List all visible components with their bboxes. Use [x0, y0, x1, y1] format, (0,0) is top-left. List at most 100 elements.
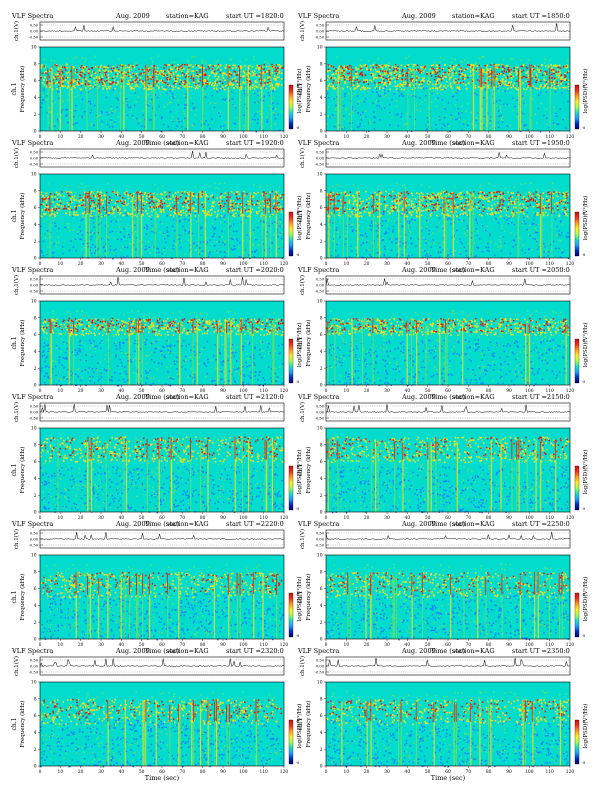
- spectrogram-high-cell: [161, 86, 163, 88]
- spectrogram-peak-cell: [504, 70, 506, 72]
- spectrogram-low-cell: [269, 95, 271, 97]
- spectrogram-peak-cell: [69, 195, 71, 197]
- spectrogram-low-cell: [207, 242, 209, 244]
- spectrogram-mid-cell: [279, 187, 281, 189]
- spectrogram-mid-cell: [219, 183, 221, 185]
- spectrogram-mid-cell: [42, 95, 44, 97]
- spectrogram-high-cell: [393, 77, 395, 79]
- spectrogram-mid-cell: [147, 249, 149, 251]
- spectrogram-low-cell: [179, 242, 181, 244]
- spectrogram-high-cell: [231, 191, 233, 193]
- spectrogram-low-cell: [232, 98, 234, 100]
- spectrogram-high-cell: [46, 206, 48, 208]
- spectrogram-peak-cell: [153, 206, 155, 208]
- waveform-tick-label: 0.50: [30, 151, 39, 155]
- spectrogram-low-cell: [567, 101, 569, 103]
- spectrogram-mid-cell: [243, 252, 245, 254]
- spectrogram-high-cell: [367, 79, 369, 81]
- spectrogram-low-cell: [423, 88, 425, 90]
- spectrogram-mid-cell: [344, 235, 346, 237]
- spectrogram-mid-cell: [463, 122, 465, 124]
- spectrogram-peak-cell: [197, 74, 199, 76]
- spectrogram-mid-cell: [183, 111, 185, 113]
- spectrogram-peak-cell: [374, 82, 376, 84]
- spectrogram-mid-cell: [464, 233, 466, 235]
- spectrogram-mid-cell: [338, 236, 340, 238]
- spectrogram-high-cell: [332, 74, 334, 76]
- spectrogram-low-cell: [533, 219, 535, 221]
- spectrogram-mid-cell: [348, 223, 350, 225]
- spectrogram-high-cell: [277, 211, 279, 213]
- spectrogram-mid-cell: [278, 223, 280, 225]
- spectrogram-low-cell: [502, 121, 504, 123]
- spectrogram-peak-cell: [156, 207, 158, 209]
- spectrogram-low-cell: [75, 123, 77, 125]
- spectrogram-high-cell: [372, 75, 374, 77]
- spectrogram-peak-cell: [536, 80, 538, 82]
- spectrogram-low-cell: [272, 102, 274, 104]
- spectrogram-high-cell: [505, 77, 507, 79]
- spectrogram-sferic: [120, 67, 121, 131]
- spectrogram-high-cell: [127, 212, 129, 214]
- spectrogram-high-cell: [174, 213, 176, 215]
- spectrogram-peak-cell: [565, 84, 567, 86]
- spectrogram-mid-cell: [188, 84, 190, 86]
- spectrogram-peak-cell: [119, 195, 121, 197]
- spectrogram-high-cell: [134, 86, 136, 88]
- spectrogram-peak-cell: [80, 72, 82, 74]
- spectrogram-mid-cell: [63, 201, 65, 203]
- spectrogram-peak-cell: [406, 66, 408, 68]
- spectrogram-high-cell: [187, 204, 189, 206]
- spectrogram-low-cell: [274, 114, 276, 116]
- spectrogram-high-cell: [244, 207, 246, 209]
- spectrogram-low-cell: [476, 255, 478, 256]
- spectrogram-high-cell: [264, 80, 266, 82]
- freq-tick-label: 2: [320, 113, 323, 118]
- spectrogram-low-cell: [144, 126, 146, 128]
- spectrogram-peak-cell: [328, 64, 330, 66]
- spectrogram-peak-cell: [402, 79, 404, 81]
- spectrogram-peak-cell: [384, 71, 386, 73]
- spectrogram-peak-cell: [490, 73, 492, 75]
- spectrogram-high-cell: [512, 84, 514, 86]
- spectrogram-peak-cell: [193, 80, 195, 82]
- spectrogram-low-cell: [458, 213, 460, 215]
- spectrogram-high-cell: [263, 215, 265, 217]
- spectrogram-high-cell: [554, 80, 556, 82]
- spectrogram-high-cell: [381, 66, 383, 68]
- spectrogram-high-cell: [412, 75, 414, 77]
- spectrogram-mid-cell: [254, 56, 256, 58]
- spectrogram-low-cell: [450, 223, 452, 225]
- spectrogram-high-cell: [502, 80, 504, 82]
- spectrogram-high-cell: [71, 202, 73, 204]
- spectrogram-high-cell: [269, 82, 271, 84]
- waveform-tick-label: 0.50: [316, 151, 325, 155]
- spectrogram-high-cell: [560, 77, 562, 79]
- spectrogram-peak-cell: [103, 207, 105, 209]
- spectrogram-high-cell: [213, 201, 215, 203]
- spectrogram-peak-cell: [266, 200, 268, 202]
- spectrogram-mid-cell: [500, 111, 502, 113]
- spectrogram-peak-cell: [117, 210, 119, 212]
- spectrogram-low-cell: [146, 228, 148, 230]
- spectrogram-mid-cell: [86, 185, 88, 187]
- spectrogram-low-cell: [391, 250, 393, 252]
- spectrogram-mid-cell: [135, 231, 137, 233]
- spectrogram-high-cell: [379, 65, 381, 67]
- spectrogram-high-cell: [442, 78, 444, 80]
- spectrogram-high-cell: [281, 78, 283, 80]
- spectrogram-peak-cell: [46, 82, 48, 84]
- spectrogram-high-cell: [54, 214, 56, 216]
- spectrogram-mid-cell: [79, 117, 81, 119]
- spectrogram-high-cell: [108, 70, 110, 72]
- spectrogram-high-cell: [87, 213, 89, 215]
- spectrogram-high-cell: [556, 65, 558, 67]
- spectrogram-high-cell: [169, 203, 171, 205]
- spectrogram-mid-cell: [277, 224, 279, 226]
- spectrogram-high-cell: [243, 191, 245, 193]
- spectrogram-high-cell: [107, 67, 109, 69]
- spectrogram-low-cell: [95, 246, 97, 248]
- spectrogram-mid-cell: [63, 248, 65, 250]
- spectrogram-high-cell: [56, 192, 58, 194]
